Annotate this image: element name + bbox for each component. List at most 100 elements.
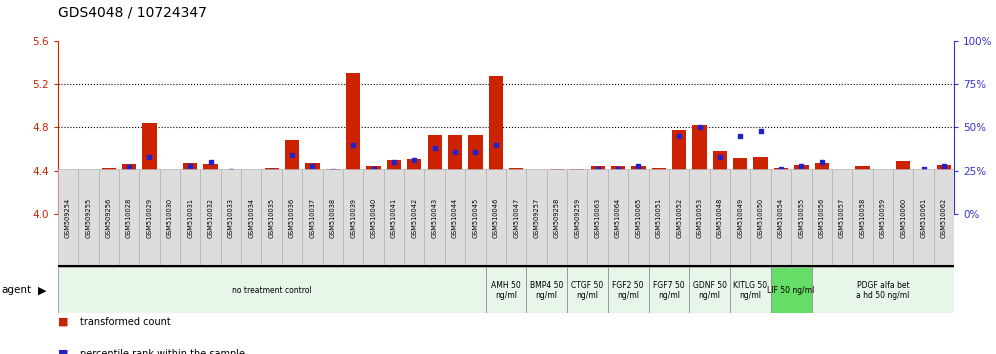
Bar bbox=[648, 169, 669, 266]
Text: GSM510059: GSM510059 bbox=[879, 198, 885, 238]
Bar bbox=[812, 169, 832, 266]
Bar bbox=[835, 171, 850, 214]
Text: GSM510041: GSM510041 bbox=[390, 198, 397, 238]
Bar bbox=[648, 267, 689, 313]
Bar bbox=[326, 169, 340, 214]
Text: GSM510031: GSM510031 bbox=[187, 198, 193, 238]
Text: GSM510042: GSM510042 bbox=[411, 198, 417, 238]
Bar bbox=[530, 188, 544, 214]
Text: GSM510054: GSM510054 bbox=[778, 198, 784, 238]
Bar bbox=[386, 160, 401, 214]
Text: ■: ■ bbox=[58, 349, 69, 354]
Bar bbox=[180, 169, 200, 266]
Bar bbox=[608, 267, 648, 313]
Bar bbox=[183, 163, 197, 214]
Bar bbox=[771, 267, 812, 313]
Text: agent: agent bbox=[1, 285, 31, 295]
Bar bbox=[122, 164, 136, 214]
Bar bbox=[367, 166, 380, 214]
Text: GSM510046: GSM510046 bbox=[493, 198, 499, 238]
Bar bbox=[611, 166, 625, 214]
Bar bbox=[159, 169, 180, 266]
Text: GSM510058: GSM510058 bbox=[860, 198, 866, 238]
Bar bbox=[812, 267, 954, 313]
Bar bbox=[774, 167, 788, 214]
Bar bbox=[733, 158, 747, 214]
Bar bbox=[162, 172, 177, 214]
Text: GSM510065: GSM510065 bbox=[635, 198, 641, 238]
Bar bbox=[588, 169, 608, 266]
Bar bbox=[628, 169, 648, 266]
Text: GSM510028: GSM510028 bbox=[126, 198, 132, 238]
Text: ▶: ▶ bbox=[38, 285, 47, 295]
Bar bbox=[102, 167, 116, 214]
Text: GSM510049: GSM510049 bbox=[737, 198, 743, 238]
Text: GSM510063: GSM510063 bbox=[595, 198, 601, 238]
Bar bbox=[306, 163, 320, 214]
Bar bbox=[407, 159, 421, 214]
Bar bbox=[468, 135, 482, 214]
Bar bbox=[221, 169, 241, 266]
Bar bbox=[78, 169, 99, 266]
Bar bbox=[58, 267, 486, 313]
Text: GSM510047: GSM510047 bbox=[513, 198, 519, 238]
Text: GSM510044: GSM510044 bbox=[452, 198, 458, 238]
Text: GSM510039: GSM510039 bbox=[351, 198, 357, 238]
Text: LIF 50 ng/ml: LIF 50 ng/ml bbox=[768, 286, 815, 295]
Text: GSM510036: GSM510036 bbox=[289, 198, 295, 238]
Text: GSM510033: GSM510033 bbox=[228, 198, 234, 238]
Bar bbox=[791, 169, 812, 266]
Bar bbox=[200, 169, 221, 266]
Bar bbox=[567, 169, 588, 266]
Text: GSM510034: GSM510034 bbox=[248, 198, 254, 238]
Bar bbox=[486, 267, 526, 313]
Text: GSM510051: GSM510051 bbox=[655, 198, 661, 238]
Bar bbox=[608, 169, 628, 266]
Bar bbox=[241, 169, 262, 266]
Bar bbox=[651, 167, 666, 214]
Bar bbox=[896, 161, 910, 214]
Bar bbox=[448, 135, 462, 214]
Text: GSM510030: GSM510030 bbox=[166, 198, 173, 238]
Text: AMH 50
ng/ml: AMH 50 ng/ml bbox=[491, 281, 521, 300]
Bar bbox=[58, 169, 78, 266]
Bar bbox=[282, 169, 302, 266]
Bar bbox=[710, 169, 730, 266]
Text: GSM510064: GSM510064 bbox=[615, 198, 622, 238]
Bar bbox=[591, 166, 605, 214]
Bar bbox=[916, 171, 930, 214]
Bar bbox=[224, 170, 238, 214]
Bar bbox=[567, 267, 608, 313]
Bar bbox=[794, 165, 809, 214]
Bar bbox=[672, 130, 686, 214]
Text: GSM510053: GSM510053 bbox=[696, 198, 702, 238]
Text: GSM510043: GSM510043 bbox=[431, 198, 437, 238]
Bar bbox=[689, 169, 710, 266]
Bar bbox=[689, 267, 730, 313]
Text: no treatment control: no treatment control bbox=[232, 286, 312, 295]
Text: FGF2 50
ng/ml: FGF2 50 ng/ml bbox=[613, 281, 644, 300]
Bar bbox=[82, 173, 96, 214]
Bar bbox=[465, 169, 486, 266]
Bar bbox=[526, 267, 567, 313]
Text: GSM510055: GSM510055 bbox=[799, 198, 805, 238]
Bar bbox=[937, 165, 951, 214]
Text: GSM510029: GSM510029 bbox=[146, 198, 152, 238]
Bar bbox=[856, 166, 870, 214]
Bar bbox=[244, 170, 258, 214]
Text: GSM510057: GSM510057 bbox=[839, 198, 846, 238]
Text: GDS4048 / 10724347: GDS4048 / 10724347 bbox=[58, 5, 206, 19]
Bar bbox=[832, 169, 853, 266]
Bar bbox=[203, 164, 218, 214]
Bar bbox=[489, 76, 503, 214]
Bar bbox=[853, 169, 872, 266]
Text: GSM509254: GSM509254 bbox=[65, 198, 71, 238]
Bar bbox=[506, 169, 526, 266]
Bar bbox=[61, 175, 75, 214]
Bar bbox=[771, 169, 791, 266]
Text: percentile rank within the sample: percentile rank within the sample bbox=[80, 349, 245, 354]
Text: GSM509255: GSM509255 bbox=[86, 198, 92, 238]
Bar bbox=[570, 169, 585, 214]
Bar bbox=[383, 169, 404, 266]
Text: GSM509256: GSM509256 bbox=[106, 198, 112, 238]
